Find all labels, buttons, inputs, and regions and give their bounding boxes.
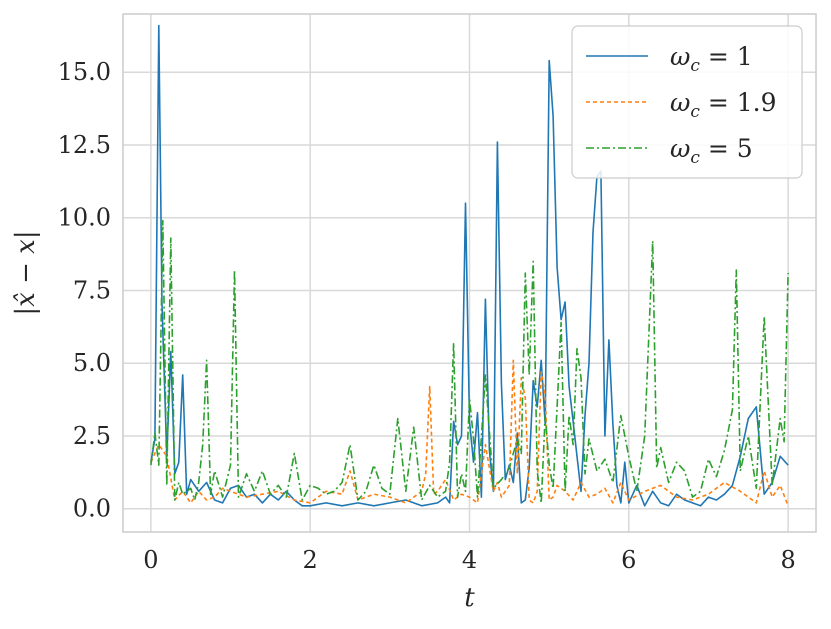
legend-label: ωc = 5: [670, 134, 753, 168]
x-tick-label: 6: [621, 546, 636, 574]
x-tick-label: 0: [143, 546, 158, 574]
legend-label: ωc = 1: [670, 42, 753, 76]
y-tick-label: 7.5: [73, 276, 111, 304]
y-tick-label: 12.5: [58, 131, 111, 159]
x-tick-labels: 0 2 4 6 8: [143, 546, 796, 574]
series-line-2: [150, 359, 789, 507]
y-tick-label: 10.0: [58, 204, 111, 232]
y-tick-label: 15.0: [58, 58, 111, 86]
legend-box: [571, 25, 803, 179]
y-tick-label: 2.5: [73, 422, 111, 450]
legend: ωc = 1 ωc = 1.9 ωc = 5: [571, 25, 803, 179]
series-line-3: [150, 219, 789, 504]
x-tick-label: 8: [780, 546, 795, 574]
x-tick-label: 4: [462, 546, 477, 574]
series-lines: [150, 24, 789, 507]
legend-label: ωc = 1.9: [670, 88, 777, 122]
y-tick-labels: 0.0 2.5 5.0 7.5 10.0 12.5 15.0: [58, 58, 111, 523]
x-axis-label: t: [464, 583, 475, 613]
y-tick-label: 0.0: [73, 495, 111, 523]
plot-frame: [122, 13, 817, 533]
x-tick-label: 2: [303, 546, 318, 574]
y-axis-label: |x̂ − x|: [11, 230, 41, 315]
y-tick-label: 5.0: [73, 349, 111, 377]
